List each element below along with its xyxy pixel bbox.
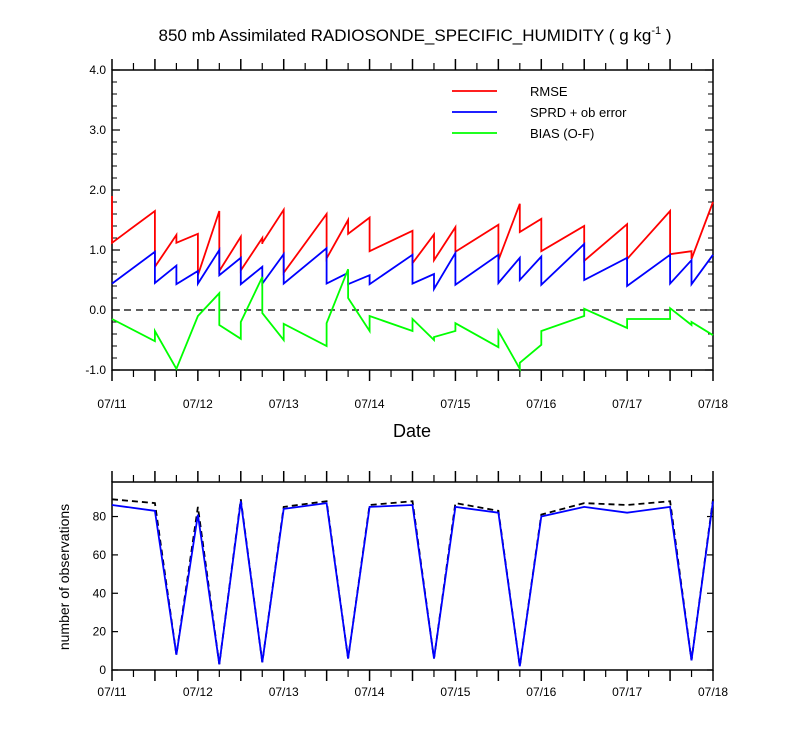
legend-label: BIAS (O-F) — [530, 126, 594, 141]
top-y-tick-label: 4.0 — [89, 63, 106, 77]
top-y-tick-label: 0.0 — [89, 303, 106, 317]
top-x-axis-label: Date — [393, 421, 431, 441]
top-x-tick-label: 07/11 — [97, 397, 126, 411]
bottom-plot: 0 20 40 60 80 07/11 07/12 07/13 07/14 07/15 07/16 0… — [93, 471, 728, 699]
top-series-sprd-ob-error — [111, 241, 714, 293]
legend-label: SPRD + ob error — [530, 105, 627, 120]
bottom-y-tick-label: 80 — [93, 510, 107, 524]
bottom-x-tick-label: 07/16 — [526, 685, 556, 699]
bottom-x-tick-label: 07/13 — [269, 685, 299, 699]
top-x-tick-label: 07/14 — [355, 397, 385, 411]
top-x-tick-label: 07/17 — [612, 397, 642, 411]
top-series-bias-o-f — [111, 268, 714, 373]
bottom-series-possible — [111, 498, 714, 667]
bottom-y-tick-label: 40 — [93, 586, 107, 600]
legend-label: RMSE — [530, 84, 568, 99]
top-x-tick-label: 07/15 — [440, 397, 470, 411]
top-y-tick-label: 3.0 — [89, 123, 106, 137]
chart-title: 850 mb Assimilated RADIOSONDE_SPECIFIC_H… — [159, 25, 672, 45]
bottom-x-tick-label: 07/15 — [440, 685, 470, 699]
bottom-x-tick-label: 07/12 — [183, 685, 213, 699]
top-x-tick-label: 07/13 — [269, 397, 299, 411]
top-plot: -1.0 0.0 1.0 2.0 3.0 4.0 07/11 07/12 07/13 07/14 0… — [85, 59, 728, 411]
bottom-series-assimilated — [111, 501, 714, 667]
bottom-x-tick-label: 07/18 — [698, 685, 728, 699]
top-x-tick-label: 07/12 — [183, 397, 213, 411]
bottom-y-tick-label: 20 — [93, 625, 107, 639]
bottom-y-tick-label: 60 — [93, 548, 107, 562]
top-y-tick-label: -1.0 — [85, 363, 106, 377]
bottom-x-tick-label: 07/14 — [355, 685, 385, 699]
top-x-tick-label: 07/16 — [526, 397, 556, 411]
top-y-tick-label: 1.0 — [89, 243, 106, 257]
bottom-y-axis-label: number of observations — [56, 504, 72, 650]
bottom-x-tick-label: 07/11 — [97, 685, 126, 699]
top-x-tick-label: 07/18 — [698, 397, 728, 411]
top-y-tick-label: 2.0 — [89, 183, 106, 197]
bottom-x-tick-label: 07/17 — [612, 685, 642, 699]
bottom-y-tick-label: 0 — [99, 663, 106, 677]
